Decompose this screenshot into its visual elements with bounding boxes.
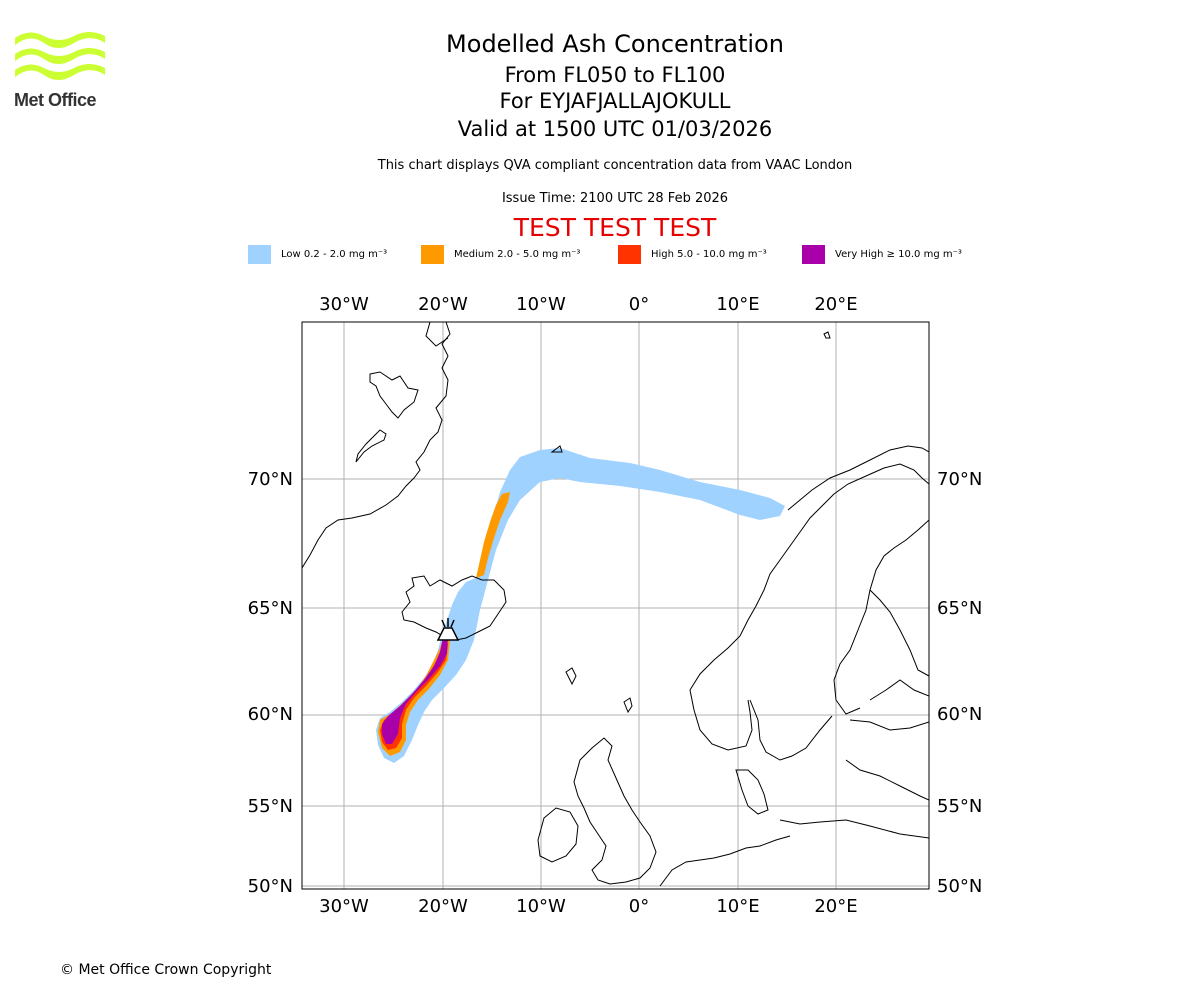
legend-swatch-very-high xyxy=(802,244,825,264)
lon-label-bottom-20e: 20°E xyxy=(814,896,857,917)
legend-swatch-high xyxy=(618,244,641,264)
legend-label-medium: Medium 2.0 - 5.0 mg m⁻³ xyxy=(454,248,581,260)
valid-time: Valid at 1500 UTC 01/03/2026 xyxy=(457,117,773,141)
lat-label-left-60n: 60°N xyxy=(248,704,293,725)
lon-label-bottom-20w: 20°W xyxy=(418,896,468,917)
lon-label-bottom-30w: 30°W xyxy=(319,896,369,917)
lat-label-right-70n: 70°N xyxy=(937,469,982,490)
copyright: © Met Office Crown Copyright xyxy=(60,962,272,978)
lon-label-bottom-10w: 10°W xyxy=(516,896,566,917)
lon-label-bottom-10e: 10°E xyxy=(716,896,759,917)
legend-swatch-low xyxy=(248,244,271,264)
wave-logo-icon xyxy=(15,32,105,80)
lat-label-left-55n: 55°N xyxy=(248,796,293,817)
lon-label-top-10w: 10°W xyxy=(516,294,566,315)
volcano-marker-icon xyxy=(436,618,460,641)
lat-label-left-50n: 50°N xyxy=(248,876,293,897)
chart-title: Modelled Ash Concentration xyxy=(446,30,784,58)
flight-levels: From FL050 to FL100 xyxy=(504,63,726,87)
lon-label-bottom-0: 0° xyxy=(629,896,649,917)
ash-low-plume xyxy=(376,448,785,763)
coastlines xyxy=(302,322,929,887)
ash-medium-plume-north xyxy=(476,492,510,578)
lat-label-right-65n: 65°N xyxy=(937,598,982,619)
lat-label-right-55n: 55°N xyxy=(937,796,982,817)
lat-label-left-65n: 65°N xyxy=(248,598,293,619)
lon-label-top-20e: 20°E xyxy=(814,294,857,315)
legend-label-very-high: Very High ≥ 10.0 mg m⁻³ xyxy=(835,248,962,260)
description: This chart displays QVA compliant concen… xyxy=(377,158,853,173)
lat-label-right-50n: 50°N xyxy=(937,876,982,897)
logo-text: Met Office xyxy=(14,90,97,110)
legend: Low 0.2 - 2.0 mg m⁻³ Medium 2.0 - 5.0 mg… xyxy=(0,244,1200,266)
lon-label-top-20w: 20°W xyxy=(418,294,468,315)
legend-item-very-high: Very High ≥ 10.0 mg m⁻³ xyxy=(802,244,962,264)
lat-label-right-60n: 60°N xyxy=(937,704,982,725)
ash-very-high-plume xyxy=(382,632,448,744)
legend-swatch-medium xyxy=(421,244,444,264)
test-banner: TEST TEST TEST xyxy=(513,213,717,242)
legend-label-high: High 5.0 - 10.0 mg m⁻³ xyxy=(651,248,767,260)
map-frame xyxy=(301,321,930,890)
legend-item-high: High 5.0 - 10.0 mg m⁻³ xyxy=(618,244,767,264)
issue-time: Issue Time: 2100 UTC 28 Feb 2026 xyxy=(501,191,729,206)
met-office-logo: Met Office xyxy=(14,30,109,112)
lon-label-top-10e: 10°E xyxy=(716,294,759,315)
legend-item-medium: Medium 2.0 - 5.0 mg m⁻³ xyxy=(421,244,580,264)
lon-label-top-30w: 30°W xyxy=(319,294,369,315)
lon-label-top-0: 0° xyxy=(629,294,649,315)
legend-label-low: Low 0.2 - 2.0 mg m⁻³ xyxy=(281,248,388,260)
volcano-name: For EYJAFJALLAJOKULL xyxy=(499,89,731,113)
legend-item-low: Low 0.2 - 2.0 mg m⁻³ xyxy=(248,244,387,264)
gridlines xyxy=(302,322,929,889)
lat-label-left-70n: 70°N xyxy=(248,469,293,490)
